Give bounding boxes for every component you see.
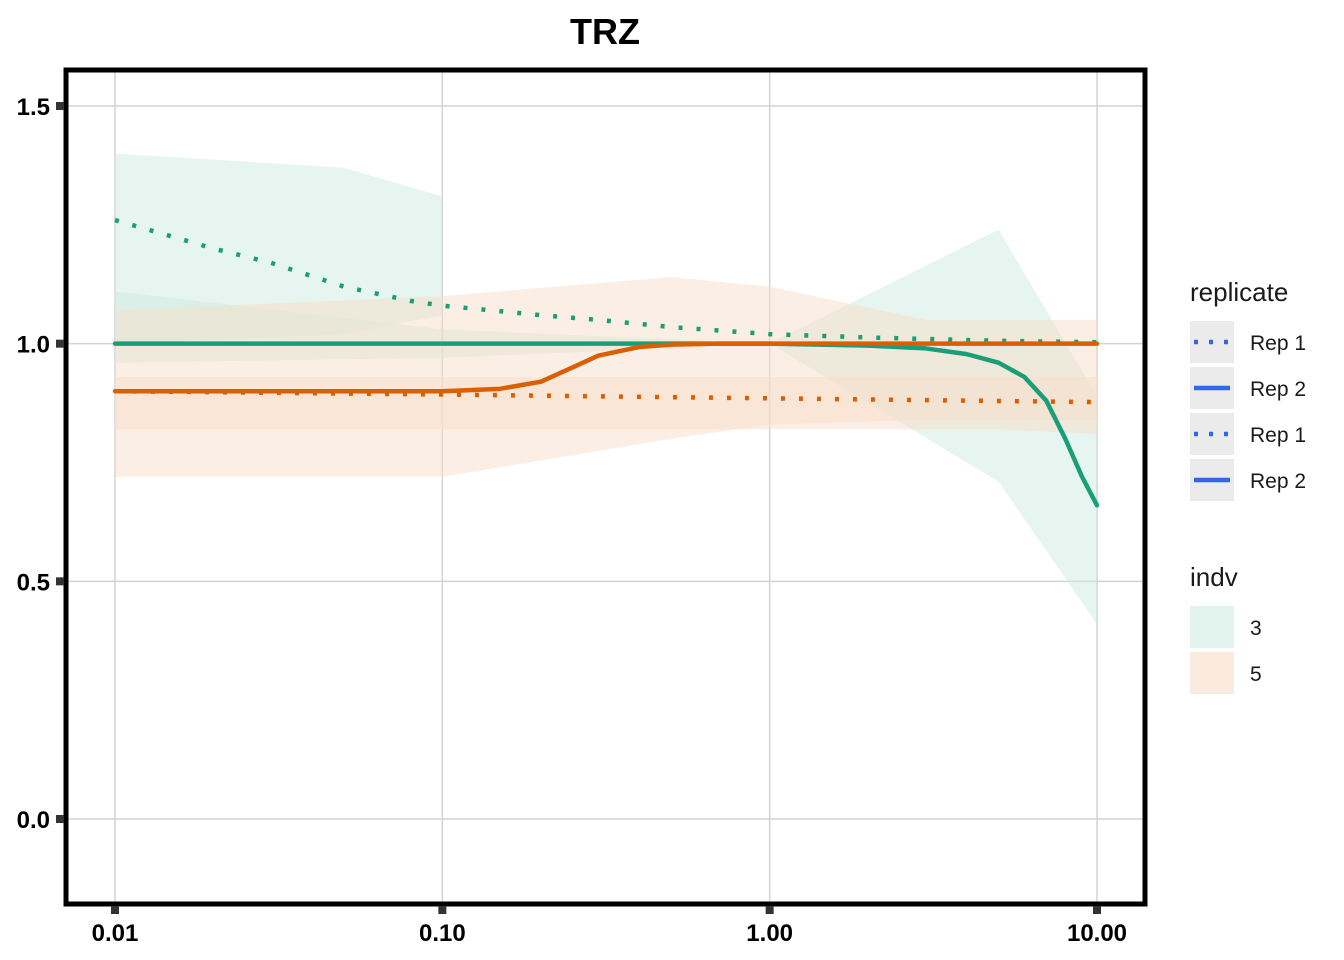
band-indv-3-rep-1 [115, 153, 443, 344]
chart-title: TRZ [570, 11, 640, 52]
legend-label: 5 [1250, 663, 1262, 686]
legend-key-indv-3 [1190, 606, 1234, 648]
legend-label: 3 [1250, 617, 1262, 640]
legend-label: Rep 1 [1250, 424, 1306, 447]
axes: 0.01 0.10 1.00 10.00 0.0 0.5 1.0 1.5 [17, 94, 1127, 947]
series-lines [112, 217, 1100, 508]
plot-border [63, 67, 1148, 907]
legend-label: Rep 2 [1250, 378, 1306, 401]
y-tick-label: 1.0 [17, 332, 50, 359]
y-tick-label: 0.0 [17, 807, 50, 834]
legend-label: Rep 1 [1250, 332, 1306, 355]
legends: replicate Rep 1 Rep 2 Rep 1 Rep 2 indv 3 5 [1190, 277, 1306, 694]
band-indv-5-rep-2 [115, 277, 1097, 477]
y-tick-label: 1.5 [17, 94, 50, 121]
y-tick-label: 0.5 [17, 569, 50, 596]
x-tick-label: 0.10 [419, 920, 466, 947]
x-tick-label: 1.00 [746, 920, 793, 947]
legend-label: Rep 2 [1250, 470, 1306, 493]
line-indv-5-rep-2 [112, 341, 1100, 394]
legend-title-replicate: replicate [1190, 277, 1288, 307]
confidence-bands [115, 153, 1097, 625]
legend-title-indv: indv [1190, 562, 1238, 592]
x-tick-label: 10.00 [1067, 920, 1127, 947]
legend-key-indv-5 [1190, 652, 1234, 694]
x-tick-label: 0.01 [92, 920, 139, 947]
